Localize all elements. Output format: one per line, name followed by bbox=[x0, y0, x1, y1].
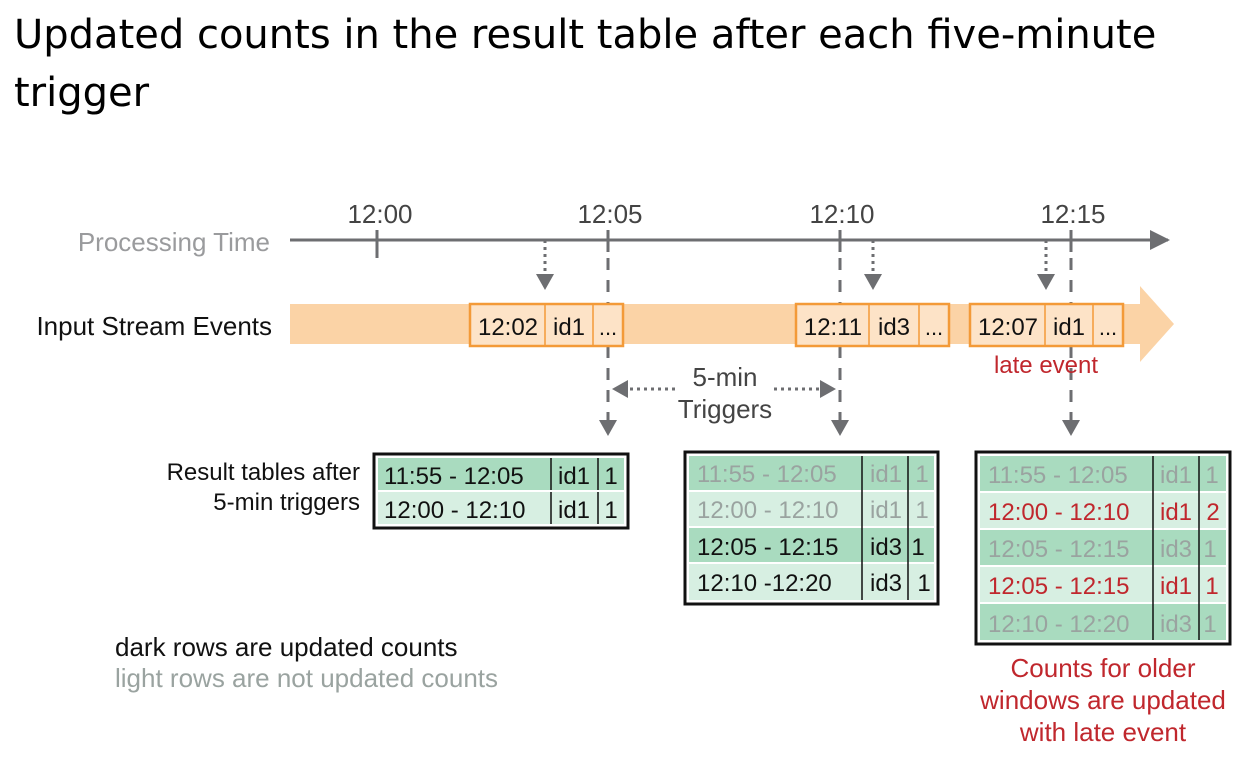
stream-event-late: 12:07 id1 ... bbox=[968, 302, 1125, 348]
row-id: id3 bbox=[870, 570, 902, 597]
row-count: 1 bbox=[915, 497, 928, 524]
stream-label: Input Stream Events bbox=[36, 311, 272, 341]
note-line3: with late event bbox=[1019, 717, 1187, 747]
event-id: id1 bbox=[553, 314, 585, 341]
row-count: 1 bbox=[1203, 611, 1216, 638]
row-count: 1 bbox=[604, 463, 617, 490]
row-count: 1 bbox=[1205, 573, 1218, 600]
row-count: 1 bbox=[1203, 536, 1216, 563]
axis-tick-label: 12:15 bbox=[1040, 199, 1105, 229]
event-time: 12:07 bbox=[978, 314, 1038, 341]
row-count: 1 bbox=[604, 497, 617, 524]
table-row: 12:05 - 12:15 id1 1 bbox=[980, 567, 1226, 602]
event-time: 12:11 bbox=[804, 314, 862, 341]
row-count: 1 bbox=[1205, 462, 1218, 489]
result-label-line1: Result tables after bbox=[167, 459, 360, 486]
row-window: 11:55 - 12:05 bbox=[384, 463, 524, 490]
table-row: 12:00 - 12:10 id1 1 bbox=[378, 492, 624, 524]
table-row: 11:55 - 12:05 id1 1 bbox=[689, 456, 934, 490]
row-window: 12:05 - 12:15 bbox=[988, 573, 1129, 600]
event-more: ... bbox=[925, 315, 943, 340]
note-line2: windows are updated bbox=[979, 685, 1226, 715]
result-label-line2: 5-min triggers bbox=[213, 489, 360, 516]
stream-event: 12:02 id1 ... bbox=[468, 302, 625, 348]
axis-tick-label: 12:00 bbox=[347, 199, 412, 229]
table-row: 12:10 - 12:20 id3 1 bbox=[980, 604, 1226, 640]
row-count: 2 bbox=[1206, 499, 1219, 526]
row-window: 11:55 - 12:05 bbox=[697, 461, 837, 488]
trigger-lines bbox=[599, 258, 1080, 436]
row-id: id1 bbox=[1160, 462, 1192, 489]
axis-arrowhead bbox=[1150, 230, 1170, 250]
event-id: id3 bbox=[878, 314, 910, 341]
note-line1: Counts for older bbox=[1011, 653, 1196, 683]
row-window: 12:00 - 12:10 bbox=[697, 497, 838, 524]
page-title: Updated counts in the result table after… bbox=[14, 12, 1157, 116]
row-window: 12:05 - 12:15 bbox=[988, 536, 1129, 563]
row-id: id1 bbox=[870, 497, 902, 524]
result-table: 11:55 - 12:05 id1 1 12:00 - 12:10 id1 1 bbox=[372, 452, 630, 530]
row-window: 11:55 - 12:05 bbox=[988, 462, 1128, 489]
row-id: id3 bbox=[870, 534, 902, 561]
event-more: ... bbox=[599, 315, 617, 340]
axis-tick-label: 12:10 bbox=[809, 199, 874, 229]
table-row: 11:55 - 12:05 id1 1 bbox=[980, 456, 1226, 491]
table-row: 12:05 - 12:15 id3 1 bbox=[980, 530, 1226, 565]
row-id: id1 bbox=[1160, 499, 1192, 526]
row-count: 1 bbox=[917, 570, 930, 597]
trigger-label-line2: Triggers bbox=[678, 394, 772, 424]
legend-dark: dark rows are updated counts bbox=[115, 632, 458, 662]
row-window: 12:00 - 12:10 bbox=[384, 497, 525, 524]
row-window: 12:00 - 12:10 bbox=[988, 499, 1129, 526]
row-id: id1 bbox=[558, 497, 590, 524]
row-id: id3 bbox=[1160, 611, 1192, 638]
row-id: id3 bbox=[1160, 536, 1192, 563]
event-arrival-arrows bbox=[536, 240, 1055, 290]
row-count: 1 bbox=[911, 534, 924, 561]
table-row: 12:00 - 12:10 id1 1 bbox=[689, 492, 934, 526]
table-row: 12:00 - 12:10 id1 2 bbox=[980, 493, 1226, 528]
result-table: 11:55 - 12:05 id1 1 12:00 - 12:10 id1 2 … bbox=[974, 450, 1232, 646]
event-time: 12:02 bbox=[478, 314, 538, 341]
row-window: 12:10 - 12:20 bbox=[988, 611, 1129, 638]
axis-tick-label: 12:05 bbox=[577, 199, 642, 229]
axis-label: Processing Time bbox=[78, 227, 270, 257]
stream-event: 12:11 id3 ... bbox=[794, 302, 951, 348]
event-id: id1 bbox=[1053, 314, 1085, 341]
table-row: 12:10 -12:20 id3 1 bbox=[689, 564, 934, 600]
trigger-label-line1: 5-min bbox=[692, 362, 757, 392]
row-window: 12:05 - 12:15 bbox=[697, 534, 838, 561]
table-row: 12:05 - 12:15 id3 1 bbox=[689, 528, 934, 562]
row-id: id1 bbox=[1160, 573, 1192, 600]
trigger-interval: 5-min Triggers bbox=[612, 362, 836, 424]
row-id: id1 bbox=[558, 463, 590, 490]
event-more: ... bbox=[1099, 315, 1117, 340]
row-id: id1 bbox=[870, 461, 902, 488]
late-event-label: late event bbox=[994, 352, 1098, 379]
table-row: 11:55 - 12:05 id1 1 bbox=[378, 458, 624, 490]
result-table: 11:55 - 12:05 id1 1 12:00 - 12:10 id1 1 … bbox=[683, 450, 940, 606]
axis-ticks: 12:00 12:05 12:10 12:15 bbox=[347, 199, 1106, 258]
row-count: 1 bbox=[915, 461, 928, 488]
legend-light: light rows are not updated counts bbox=[115, 663, 498, 693]
row-window: 12:10 -12:20 bbox=[697, 570, 832, 597]
